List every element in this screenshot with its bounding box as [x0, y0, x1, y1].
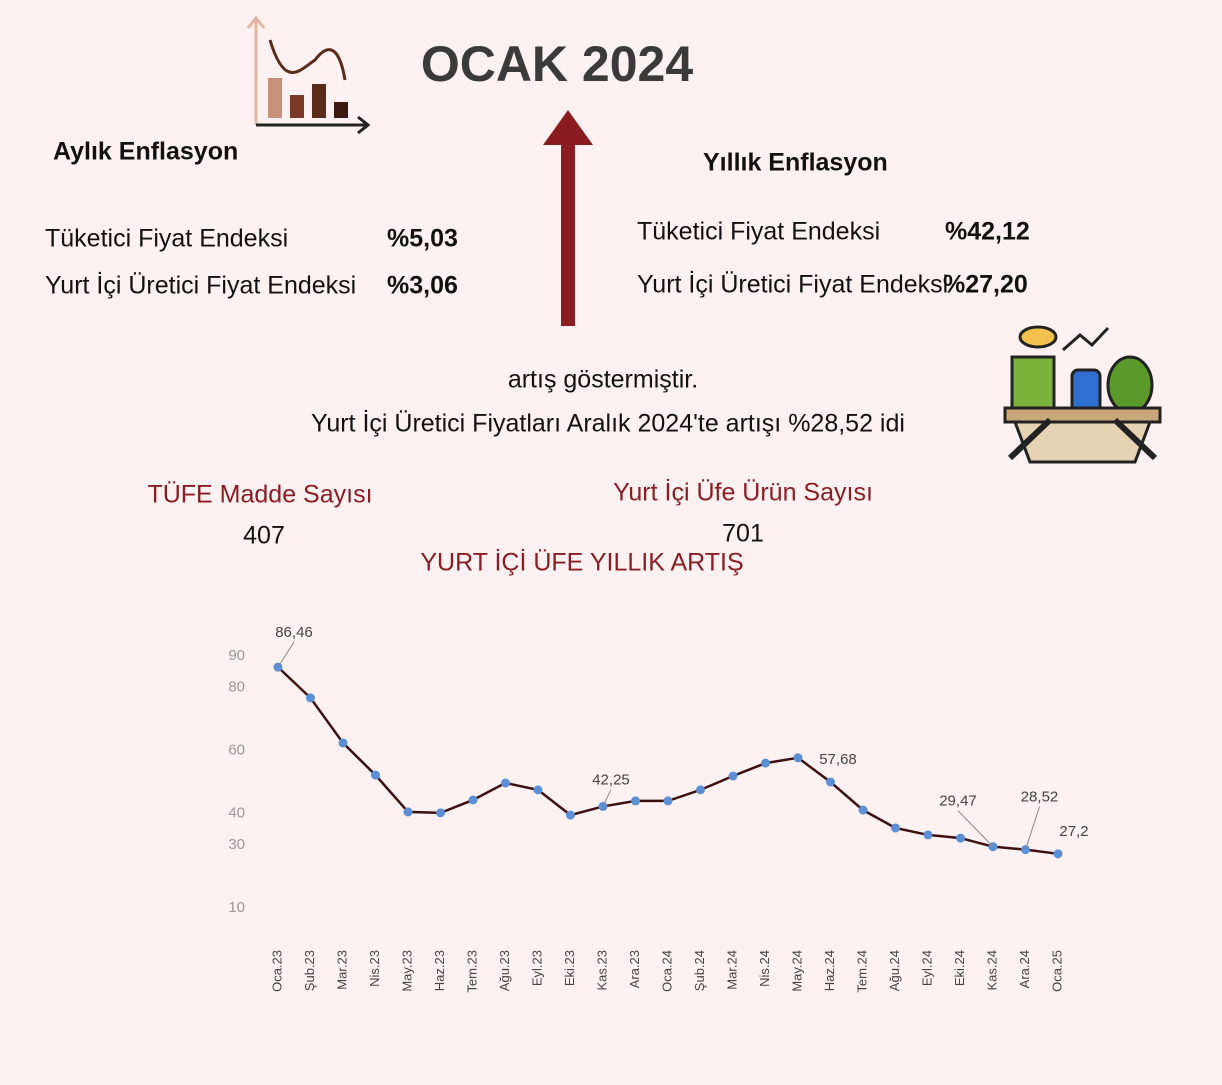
marker — [306, 693, 315, 703]
marker — [371, 770, 380, 780]
x-tick-label: Kas.23 — [594, 950, 609, 990]
marker — [826, 777, 835, 787]
page-title: OCAK 2024 — [421, 36, 694, 92]
marker — [338, 738, 348, 748]
x-tick-label: Ağu.23 — [497, 950, 512, 991]
x-tick-label: Haz.23 — [432, 950, 447, 991]
x-tick-label: Eyl.23 — [529, 950, 544, 986]
marker — [663, 796, 673, 806]
x-tick-label: Ara.24 — [1017, 950, 1032, 988]
x-tick-label: Ara.23 — [627, 950, 642, 988]
note: artış göstermiştir. — [508, 366, 698, 394]
x-tick-label: Kas.24 — [984, 950, 999, 990]
count-label: TÜFE Madde Sayısı — [147, 481, 372, 509]
x-tick-label: May.24 — [789, 950, 804, 992]
x-tick-label: Ağu.24 — [887, 950, 902, 991]
row-label: Yurt İçi Üretici Fiyat Endeksi — [637, 270, 948, 299]
marker — [631, 796, 640, 806]
count-label: Yurt İçi Üfe Ürün Sayısı — [613, 478, 873, 507]
marker — [1053, 849, 1063, 859]
data-label: 28,52 — [1021, 789, 1059, 806]
y-tick-label: 60 — [228, 741, 245, 758]
x-tick-label: Mar.23 — [334, 950, 349, 990]
marker — [501, 778, 510, 788]
leader-line — [602, 789, 612, 807]
row-label: Yurt İçi Üretici Fiyat Endeksi — [45, 271, 356, 300]
basket-icon — [1003, 325, 1162, 464]
x-tick-label: Oca.24 — [659, 950, 674, 992]
x-tick-label: Eki.23 — [562, 950, 577, 986]
x-tick-label: Oca.23 — [269, 950, 284, 992]
data-label: 57,68 — [819, 751, 857, 768]
x-tick-label: Mar.24 — [724, 950, 739, 990]
monthly-heading: Aylık Enflasyon — [53, 138, 238, 166]
marker — [403, 807, 413, 817]
chart-title: YURT İÇİ ÜFE YILLIK ARTIŞ — [420, 548, 743, 577]
x-tick-label: Oca.25 — [1049, 950, 1064, 992]
x-tick-label: Tem.23 — [464, 950, 479, 993]
leader-line — [957, 810, 994, 848]
row-label: Tüketici Fiyat Endeksi — [637, 218, 880, 246]
marker — [728, 771, 738, 781]
y-tick-label: 30 — [228, 836, 245, 853]
count-value: 701 — [722, 520, 764, 548]
x-tick-label: May.23 — [399, 950, 414, 992]
note: Yurt İçi Üretici Fiyatları Aralık 2024't… — [311, 409, 905, 438]
data-label: 27,2 — [1059, 823, 1088, 840]
count-value: 407 — [243, 522, 285, 550]
marker — [761, 758, 770, 768]
marker — [891, 823, 900, 833]
y-tick-label: 90 — [228, 647, 245, 664]
x-tick-label: Şub.23 — [302, 950, 317, 991]
row-label: Tüketici Fiyat Endeksi — [45, 225, 288, 253]
row-value: %42,12 — [945, 218, 1030, 246]
marker — [858, 805, 868, 815]
y-tick-label: 40 — [228, 804, 245, 821]
marker — [566, 810, 575, 820]
data-label: 29,47 — [939, 793, 977, 810]
marker — [533, 785, 543, 795]
y-tick-label: 10 — [228, 899, 245, 916]
x-tick-label: Tem.24 — [854, 950, 869, 993]
marker — [436, 808, 445, 818]
marker — [956, 833, 965, 843]
data-label: 42,25 — [592, 771, 630, 788]
x-tick-label: Eyl.24 — [919, 950, 934, 986]
marker — [468, 795, 478, 805]
x-tick-label: Nis.23 — [367, 950, 382, 987]
row-value: %27,20 — [943, 271, 1028, 299]
yearly-heading: Yıllık Enflasyon — [703, 149, 888, 177]
row-value: %5,03 — [387, 225, 458, 253]
x-tick-label: Haz.24 — [822, 950, 837, 991]
row-value: %3,06 — [387, 272, 458, 300]
data-label: 86,46 — [275, 624, 313, 641]
leader-line — [1025, 806, 1040, 850]
x-tick-label: Nis.24 — [757, 950, 772, 987]
marker — [696, 785, 705, 795]
chart-icon — [246, 15, 371, 135]
y-tick-label: 80 — [228, 678, 245, 695]
leader-line — [277, 641, 295, 668]
x-tick-label: Şub.24 — [692, 950, 707, 991]
marker — [793, 753, 803, 763]
x-tick-label: Eki.24 — [952, 950, 967, 986]
up-arrow — [543, 110, 593, 326]
marker — [923, 830, 933, 840]
